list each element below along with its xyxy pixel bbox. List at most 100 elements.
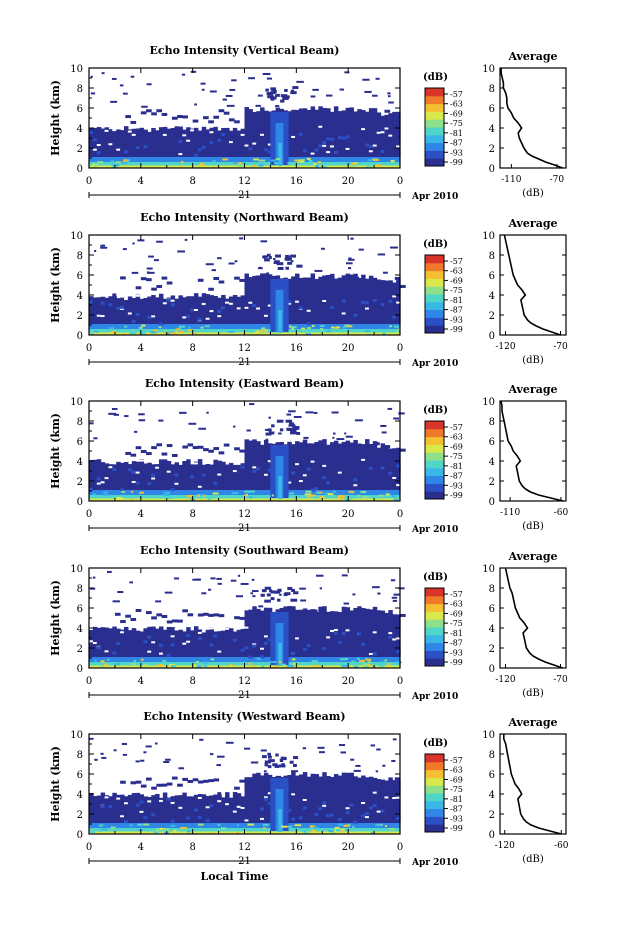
echo-cell [267,274,273,324]
echo-layer [244,284,251,288]
y-tick-label: 2 [77,144,83,155]
echo-cell [349,772,354,823]
echo-surface-speck [178,325,186,328]
echo-streak [100,805,106,809]
echo-cell [147,462,152,490]
echo-cell [143,796,148,823]
echo-cloud [285,419,292,423]
echo-streak [337,641,343,645]
echo-cell [361,274,366,324]
echo-streak [345,135,351,139]
echo-gap [361,801,366,804]
echo-cell [158,127,164,157]
echo-surface-speck [129,332,137,335]
echo-surface-speck [301,327,305,330]
echo-gap [337,471,343,474]
panel-title: Echo Intensity (Westward Beam) [143,710,345,723]
echo-cloud [279,428,284,432]
echo-surface-speck [322,329,326,332]
echo-surface-speck [351,826,355,829]
echo-gap [225,301,230,304]
profile-x-label: (dB) [522,854,544,865]
echo-cell [193,461,199,490]
echo-layer [171,619,178,623]
echo-cell [232,631,238,657]
echo-cell [345,107,351,157]
echo-layer [197,780,204,784]
echo-speck [291,770,299,773]
colorbar-tick-label: -63 [450,766,463,775]
echo-speck [173,577,180,580]
colorbar-tick-label: -87 [450,805,463,814]
echo-cloud [276,262,284,266]
echo-cell [306,443,312,490]
echo-cell [252,275,257,324]
echo-cell [116,298,121,324]
echo-layer [322,120,328,124]
echo-surface-speck [197,494,201,497]
colorbar-tick-label: -63 [450,433,463,442]
echo-gap [120,815,125,818]
echo-layer [140,449,147,453]
echo-streak [143,145,148,149]
echo-layer [374,280,380,284]
echo-gap [365,307,370,310]
echo-layer [394,777,401,781]
echo-cell [376,279,382,324]
echo-layer [342,118,349,122]
echo-speck [211,269,217,272]
x-tick-label: 12 [238,676,251,687]
echo-cell [225,127,230,157]
echo-layer [363,449,370,453]
echo-layer [239,278,245,282]
echo-speck [249,403,255,406]
echo-surface-speck [380,661,384,664]
echo-cell [380,280,386,324]
echo-cell [139,459,145,490]
echo-surface-speck [390,160,395,163]
profile-y-tick-label: 10 [482,397,495,408]
echo-cell [357,777,362,823]
colorbar-tick-label: -93 [450,481,463,490]
colorbar-tick-label: -63 [450,100,463,109]
echo-speck [111,77,117,80]
echo-speck [258,605,264,608]
echo-surface-speck [92,163,96,166]
echo-surface-speck [259,164,264,167]
echo-surface-speck [370,832,375,835]
echo-speck [188,422,197,425]
echo-gap [92,148,98,151]
echo-speck [155,600,162,603]
echo-speck [100,244,104,247]
y-tick-label: 2 [77,810,83,821]
echo-gap [236,805,242,808]
echo-layer [130,781,137,785]
echo-surface-speck [180,161,184,164]
profile-y-tick-label: 0 [489,331,495,342]
echo-layer [389,620,396,624]
echo-layer [177,115,183,119]
echo-cloud [292,86,299,90]
echo-cloud [270,590,278,594]
echo-speck [279,593,282,596]
echo-streak [353,478,358,482]
x-tick-label: 8 [189,842,195,853]
x-tick-label: 20 [342,842,355,853]
echo-layer [182,777,188,781]
echo-gap [217,473,222,476]
echo-streak [314,486,319,490]
profile-y-tick-label: 4 [489,790,495,801]
echo-surface-speck [362,496,369,499]
echo-cell [120,794,125,823]
echo-layer [218,280,225,284]
colorbar-unit: (dB) [423,405,448,416]
echo-cloud [287,428,295,432]
x-tick-label: 12 [238,842,251,853]
colorbar-tick-label: -93 [450,315,463,324]
echo-layer [306,617,313,621]
echo-surface-speck [172,829,177,832]
echo-cell [240,295,246,324]
echo-layer [239,449,245,453]
colorbar-segment [425,800,444,810]
echo-streak [372,652,378,656]
